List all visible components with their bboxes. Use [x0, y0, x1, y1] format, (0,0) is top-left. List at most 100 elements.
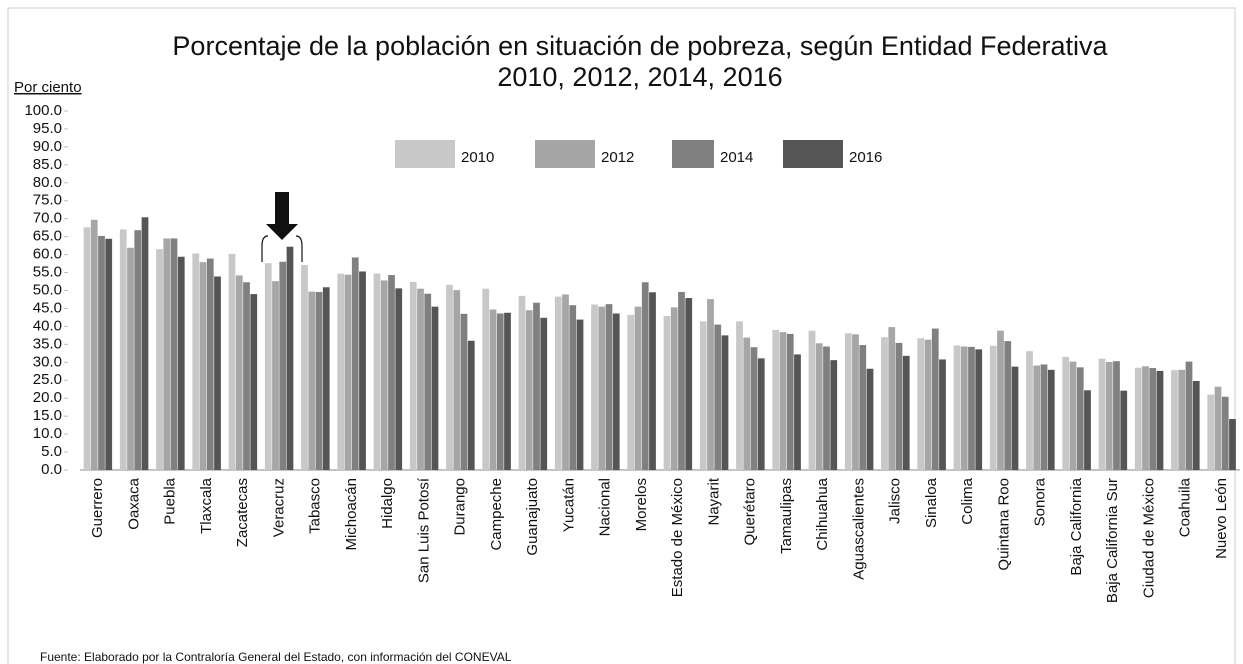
chart-border [7, 7, 1236, 664]
bar [1185, 361, 1193, 470]
bar [794, 354, 801, 470]
bar [192, 253, 200, 470]
x-tick-label: Nacional [597, 478, 614, 536]
bar [699, 321, 707, 470]
bar [1134, 367, 1142, 470]
bar [496, 313, 504, 470]
bar [931, 328, 939, 470]
bar [1214, 386, 1222, 470]
y-tick-label: 70.0 [33, 210, 62, 227]
bar [627, 314, 635, 470]
bar [482, 288, 490, 470]
bar [533, 302, 540, 470]
bar [1033, 365, 1041, 470]
bar [83, 227, 91, 470]
bar [388, 275, 395, 470]
bar [424, 293, 432, 470]
x-tick-label: Nuevo León [1213, 478, 1230, 559]
y-tick-label: 95.0 [33, 120, 62, 137]
legend-swatch [672, 140, 714, 168]
bar [90, 219, 98, 470]
bar [830, 360, 838, 470]
x-tick-label: Guanajuato [524, 478, 541, 556]
bar [228, 253, 236, 470]
y-tick-label: 35.0 [33, 335, 62, 352]
bar [1098, 358, 1106, 470]
bar [344, 274, 352, 470]
bar [1026, 351, 1033, 470]
bar [409, 281, 417, 470]
bar [1113, 361, 1120, 470]
bar [808, 330, 816, 470]
bar [1221, 396, 1229, 470]
bar [460, 313, 468, 470]
y-tick-label: 80.0 [33, 174, 62, 191]
bar [968, 346, 975, 470]
bar [141, 217, 149, 470]
y-tick-label: 90.0 [33, 138, 62, 155]
x-tick-label: Guerrero [89, 478, 106, 538]
bar [359, 271, 366, 470]
x-tick-label: Baja California [1068, 477, 1085, 575]
bar [721, 335, 729, 470]
bar [975, 349, 983, 470]
bar [576, 319, 584, 470]
bar [707, 299, 714, 470]
bar [1120, 390, 1128, 470]
bar [301, 265, 308, 470]
bar [105, 238, 113, 470]
bar [351, 257, 359, 470]
bar [315, 291, 323, 470]
bar [250, 294, 258, 470]
bar [757, 358, 765, 470]
bar [467, 340, 475, 470]
bar [895, 342, 903, 470]
x-tick-label: Tamaulipas [778, 478, 795, 554]
bar [714, 324, 722, 470]
bar [431, 306, 439, 470]
bar [127, 247, 134, 470]
bar [663, 315, 671, 470]
bar [373, 273, 381, 470]
bar [779, 332, 787, 470]
bar [591, 304, 598, 470]
x-tick-label: Oaxaca [125, 477, 142, 529]
bar [279, 261, 287, 470]
bar [1142, 366, 1149, 470]
bar [214, 276, 221, 470]
bar [308, 291, 316, 470]
bar [1207, 394, 1215, 470]
bar [924, 339, 932, 470]
annotation-arrow [261, 192, 303, 262]
y-tick-label: 25.0 [33, 371, 62, 388]
bar [163, 238, 171, 470]
y-tick-label: 100.0 [24, 102, 62, 119]
x-tick-label: Yucatán [560, 478, 577, 532]
bar [881, 337, 888, 470]
bar [743, 337, 751, 470]
bar [156, 249, 163, 470]
bar [322, 287, 330, 470]
x-tick-label: Colima [959, 477, 976, 524]
bar [1076, 367, 1084, 470]
legend-swatch [395, 140, 455, 168]
x-tick-label: Puebla [162, 477, 179, 524]
bar [134, 230, 142, 470]
y-tick-label: 55.0 [33, 264, 62, 281]
x-tick-label: Zacatecas [234, 478, 251, 547]
chart-title: Porcentaje de la población en situación … [172, 31, 1108, 61]
bar [612, 313, 620, 470]
bar [997, 330, 1004, 470]
x-tick-label: Tabasco [307, 478, 324, 534]
bar [206, 258, 214, 470]
x-tick-label: Sonora [1032, 477, 1049, 526]
x-tick-label: Aguascalientes [850, 478, 867, 580]
x-tick-label: Estado de México [669, 478, 686, 597]
x-tick-label: Durango [452, 478, 469, 536]
bar [786, 333, 794, 470]
y-tick-label: 15.0 [33, 407, 62, 424]
x-tick-label: Hidalgo [379, 478, 396, 529]
bar [866, 368, 874, 470]
bar [823, 346, 830, 470]
bar [888, 327, 896, 470]
